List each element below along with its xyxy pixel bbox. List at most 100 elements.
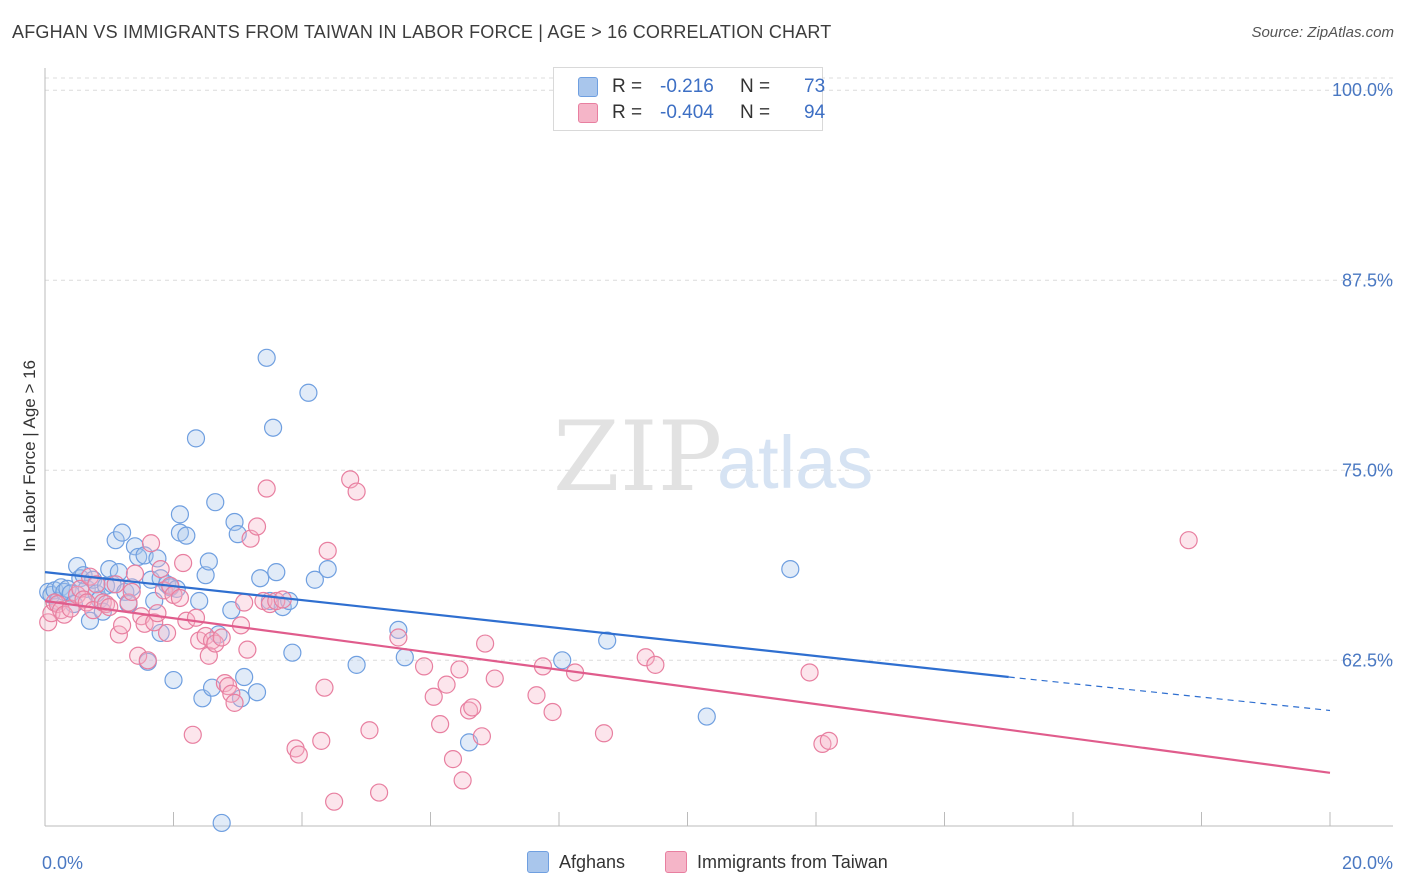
afghans-point-41 <box>170 505 190 524</box>
watermark-zip: ZIP <box>553 401 722 513</box>
taiwan-point-68 <box>360 721 379 740</box>
afghans-point-44 <box>190 591 209 611</box>
afghans-point-68 <box>318 559 337 579</box>
afghans-point-56 <box>235 667 254 687</box>
taiwan-point-36 <box>174 553 193 573</box>
taiwan-point-23 <box>129 646 148 665</box>
taiwan-point-73 <box>431 715 450 734</box>
bottom-legend-label-taiwan: Immigrants from Taiwan <box>697 851 888 872</box>
taiwan-point-77 <box>453 771 472 790</box>
afghans-point-66 <box>299 383 318 402</box>
afghans-point-64 <box>280 591 299 611</box>
taiwan-point-26 <box>138 651 157 670</box>
afghans-point-69 <box>347 655 366 674</box>
taiwan-point-29 <box>148 604 167 623</box>
taiwan-point-52 <box>238 640 257 659</box>
afghans-point-35 <box>151 623 170 643</box>
x-tick-label-right: 20.0% <box>1342 853 1393 873</box>
afghans-point-13 <box>80 611 100 630</box>
afghans-point-65 <box>283 643 302 662</box>
taiwan-point-20 <box>119 593 138 612</box>
afghans-point-70 <box>389 620 408 639</box>
taiwan-point-85 <box>543 702 562 722</box>
taiwan-point-88 <box>636 648 655 667</box>
chart-title: AFGHAN VS IMMIGRANTS FROM TAIWAN IN LABO… <box>12 22 832 42</box>
afghans-point-62 <box>267 563 286 582</box>
legend-r-value: -0.404 <box>660 102 714 123</box>
taiwan-point-79 <box>463 698 482 717</box>
taiwan-point-51 <box>235 593 254 612</box>
afghans-point-74 <box>598 631 617 650</box>
afghans-point-42 <box>177 526 196 545</box>
bottom-legend-taiwan: Immigrants from Taiwan <box>665 851 888 873</box>
taiwan-point-16 <box>100 597 119 617</box>
bottom-legend-label-afghans: Afghans <box>559 851 626 872</box>
taiwan-point-38 <box>183 725 202 744</box>
watermark-atlas: atlas <box>717 421 873 504</box>
source-label: Source: ZipAtlas.com <box>1251 24 1394 41</box>
afghans-point-58 <box>251 569 270 588</box>
taiwan-point-81 <box>476 634 495 653</box>
afghans-point-75 <box>697 707 716 726</box>
taiwan-point-46 <box>215 674 234 693</box>
taiwan-point-19 <box>112 616 132 635</box>
taiwan-point-13 <box>87 575 106 594</box>
afghans-point-47 <box>199 552 218 571</box>
bottom-legend-swatch-taiwan <box>665 851 687 873</box>
taiwan-point-92 <box>819 731 838 750</box>
y-tick-label-1: 87.5% <box>1342 270 1393 290</box>
afghans-trend-line <box>44 571 1009 679</box>
y-tick-label-2: 75.0% <box>1342 460 1393 480</box>
afghans-point-71 <box>395 648 414 667</box>
afghans-points <box>39 348 800 833</box>
taiwan-point-65 <box>325 792 344 811</box>
afghans-trend-line-extension <box>1008 676 1331 712</box>
legend-n-label: N = <box>740 102 771 123</box>
bottom-legend-afghans: Afghans <box>527 851 625 873</box>
taiwan-point-89 <box>646 655 665 674</box>
afghans-point-49 <box>206 493 225 512</box>
taiwan-point-35 <box>170 588 190 608</box>
legend-swatch-afghans <box>578 77 598 97</box>
taiwan-point-90 <box>800 663 819 682</box>
afghans-point-59 <box>257 348 276 367</box>
taiwan-trend-line <box>44 599 1331 774</box>
taiwan-point-54 <box>247 517 267 536</box>
taiwan-point-56 <box>257 479 276 498</box>
taiwan-point-39 <box>186 608 206 627</box>
axes <box>44 68 1393 827</box>
taiwan-point-78 <box>459 701 479 720</box>
y-tick-labels: 100.0% 87.5% 75.0% 62.5% <box>1332 80 1393 670</box>
legend-swatch-taiwan <box>578 103 598 123</box>
afghans-point-38 <box>164 670 183 690</box>
taiwan-point-76 <box>450 660 469 679</box>
taiwan-point-22 <box>125 564 145 583</box>
y-axis-label: In Labor Force | Age > 16 <box>20 360 39 552</box>
taiwan-point-80 <box>472 727 491 746</box>
taiwan-point-30 <box>151 559 170 579</box>
taiwan-point-75 <box>443 750 463 769</box>
afghans-point-33 <box>148 549 167 568</box>
grid-lines <box>45 77 1393 661</box>
taiwan-point-72 <box>424 687 443 706</box>
taiwan-point-71 <box>414 657 434 676</box>
correlation-legend: R = -0.216 N = 73 R = -0.404 N = 94 <box>553 67 826 131</box>
y-tick-label-0: 100.0% <box>1332 80 1393 100</box>
afghans-point-43 <box>186 429 206 448</box>
taiwan-point-45 <box>212 628 231 647</box>
taiwan-point-27 <box>141 534 161 553</box>
taiwan-point-93 <box>1179 531 1198 550</box>
afghans-point-67 <box>305 570 324 589</box>
trend-lines <box>44 571 1331 774</box>
taiwan-point-32 <box>157 623 177 643</box>
afghans-point-46 <box>196 566 215 585</box>
legend-r-value: -0.216 <box>660 76 714 97</box>
taiwan-point-21 <box>122 582 141 601</box>
taiwan-point-74 <box>437 675 456 694</box>
legend-n-value: 94 <box>804 102 826 123</box>
taiwan-points <box>39 470 1198 811</box>
taiwan-point-64 <box>318 541 337 560</box>
afghans-point-51 <box>212 813 231 833</box>
legend-n-value: 73 <box>804 76 826 97</box>
